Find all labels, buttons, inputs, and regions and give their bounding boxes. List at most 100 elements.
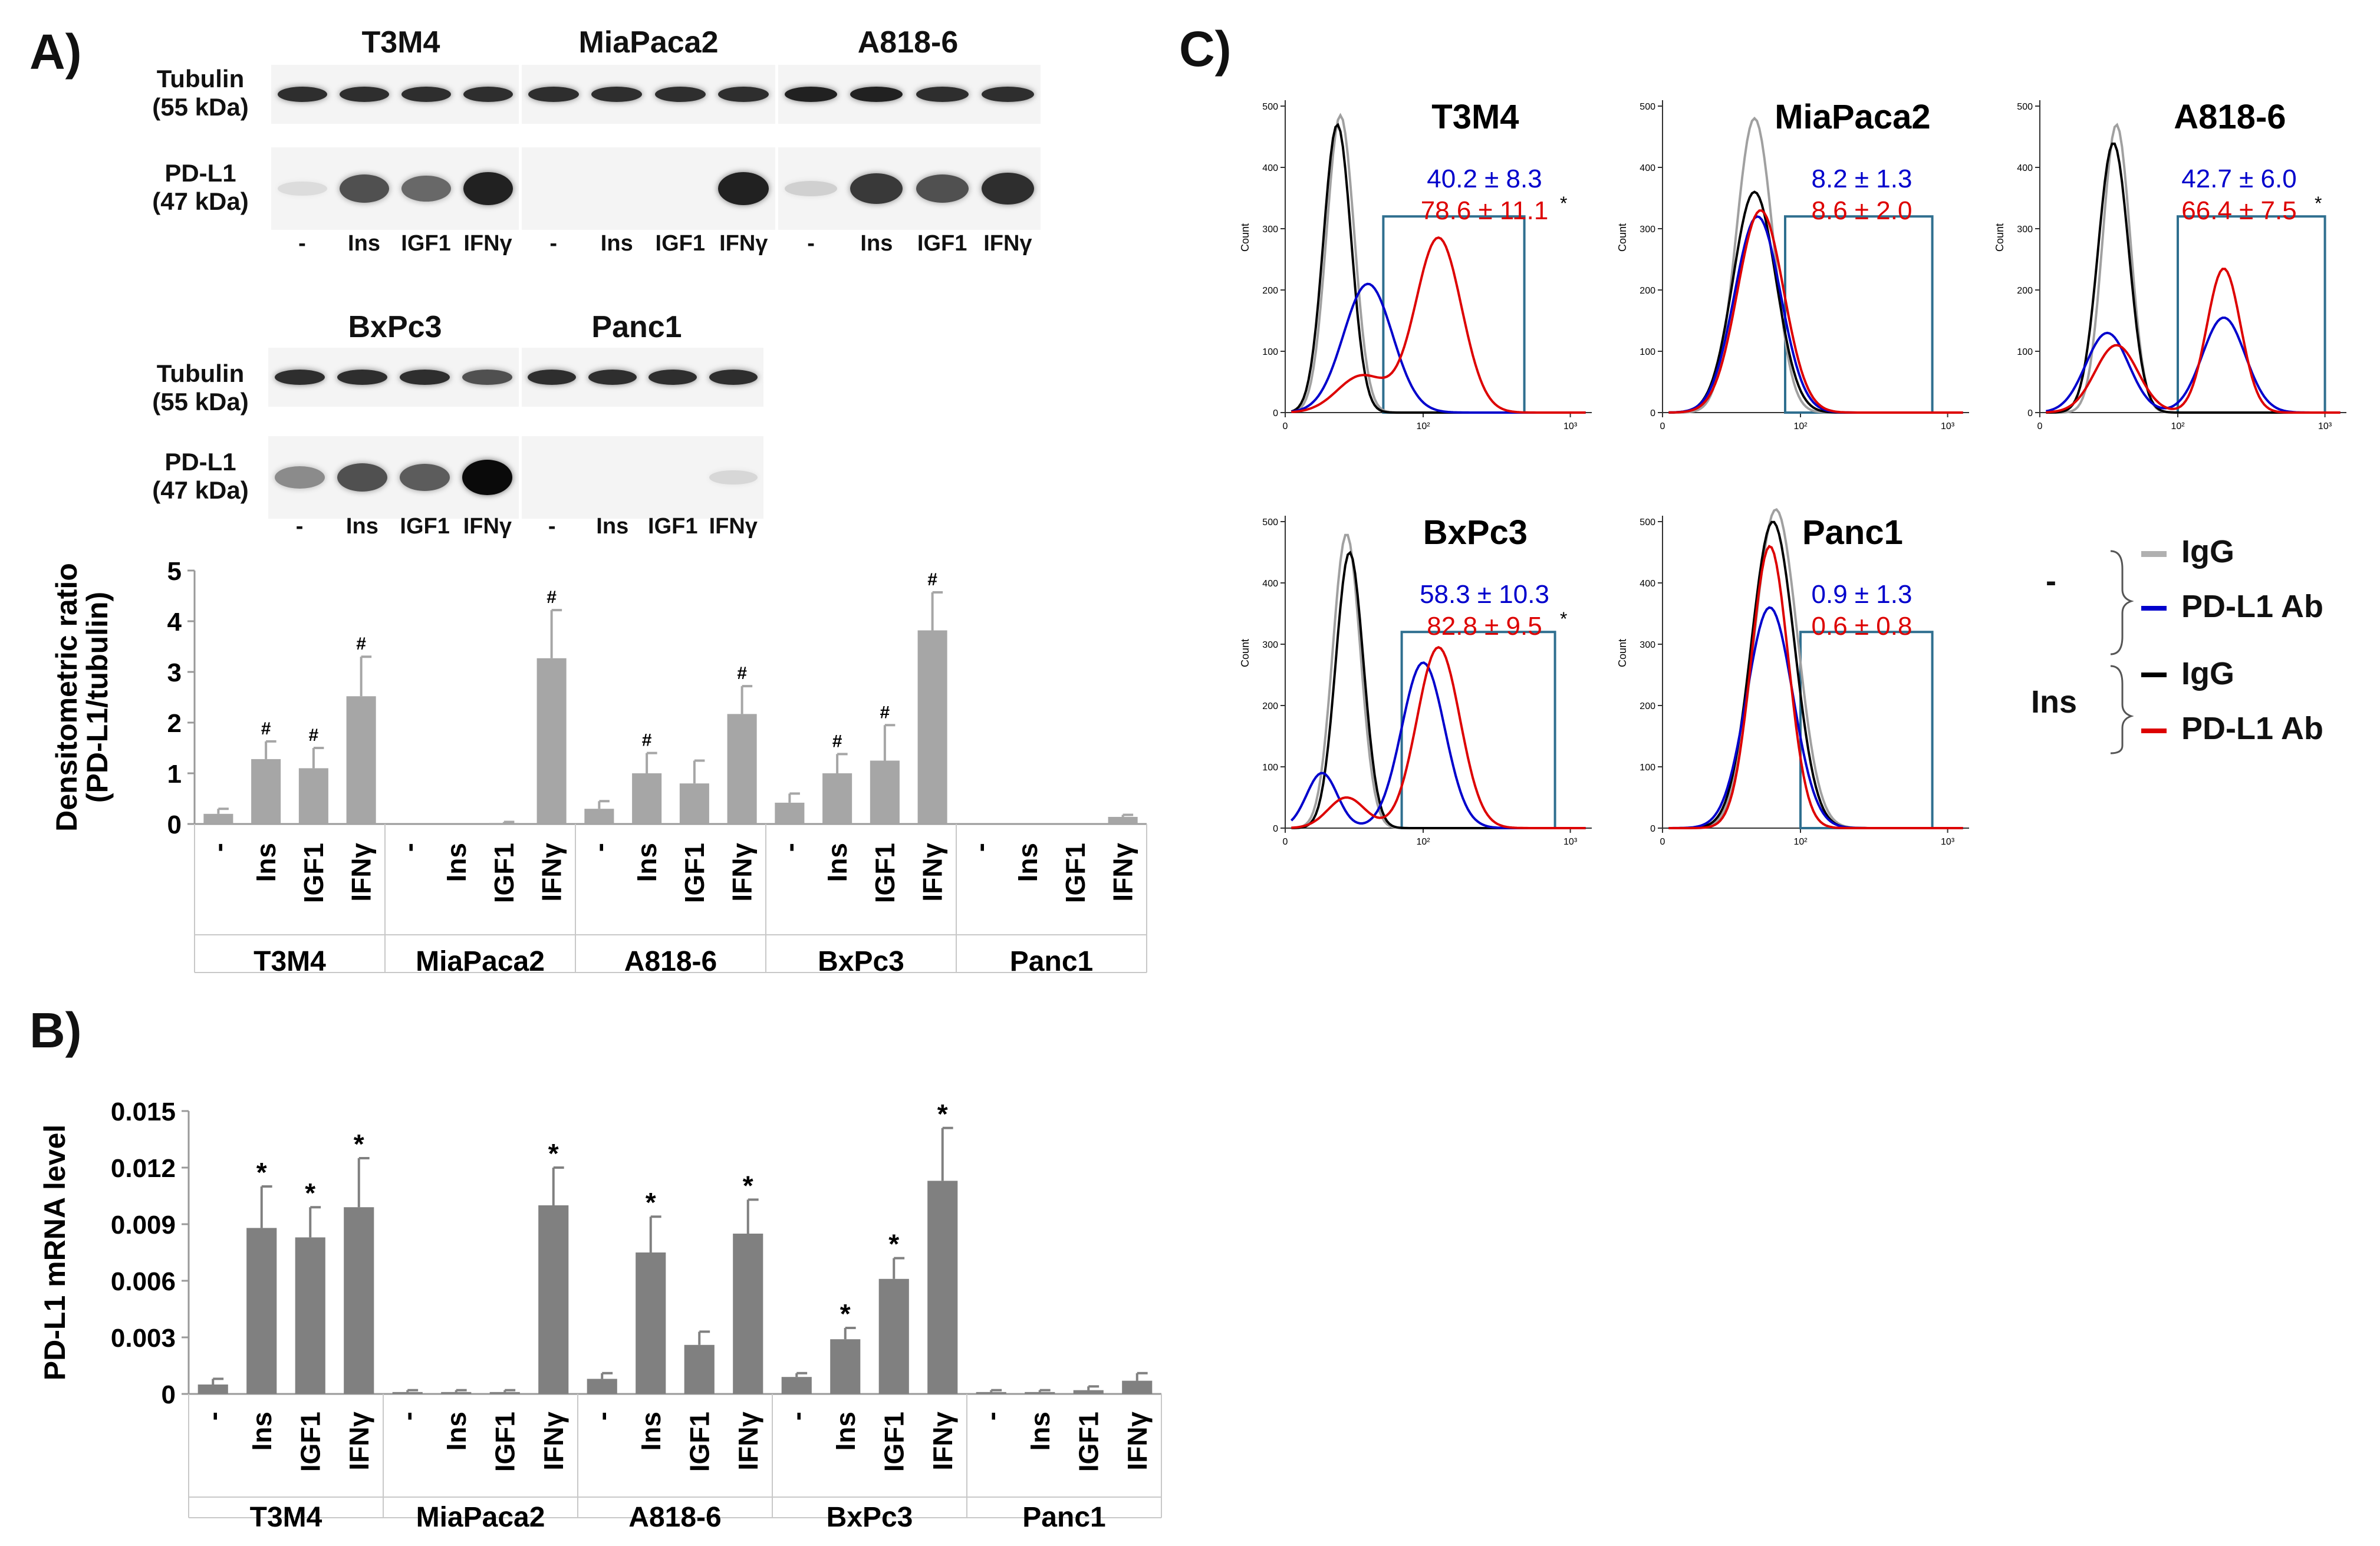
y-axis-label: Count: [1239, 223, 1251, 252]
bar: [298, 768, 328, 824]
tubulin-label: Tubulin (55 kDa): [152, 65, 249, 121]
bar: [489, 1392, 520, 1394]
significance-mark: *: [646, 1187, 656, 1218]
category-label: Ins: [1012, 843, 1043, 882]
lane-label: IGF1: [648, 514, 698, 539]
panel-a-label: A): [29, 24, 82, 80]
blot-strip: [778, 65, 1041, 124]
lane-label: IGF1: [655, 231, 705, 256]
y-tick-label: 200: [1262, 286, 1278, 296]
y-tick-label: 0.015: [111, 1097, 176, 1126]
y-tick-label: 200: [1262, 701, 1278, 711]
blot-band: [337, 370, 387, 385]
category-label: IFNγ: [733, 1412, 763, 1471]
legend-igg-control: IgG: [2181, 534, 2234, 569]
blot-band: [588, 370, 637, 385]
significance-mark: #: [356, 634, 366, 654]
y-tick-label: 0.003: [111, 1324, 176, 1353]
bar: [1108, 816, 1138, 824]
significance-mark: *: [888, 1229, 899, 1260]
blot-strip: [268, 436, 519, 519]
category-label: -: [197, 1412, 228, 1420]
category-label: IFNγ: [1122, 1412, 1153, 1471]
x-tick-label: 0: [2037, 421, 2043, 431]
blot-strip: [778, 147, 1041, 230]
y-tick-label: 300: [2017, 225, 2033, 235]
category-label: -: [774, 843, 805, 852]
category-label: IGF1: [489, 843, 519, 903]
lane-label: Ins: [348, 231, 380, 256]
legend-pdl1-control: PD-L1 Ab: [2181, 589, 2323, 624]
category-label: IFNγ: [727, 843, 758, 902]
y-axis-label: Count: [1239, 639, 1251, 667]
histogram-panel: 0 100 200 300 400 500 0 10² 10³ Count T3M4 40.2 ± 8…: [1239, 98, 1592, 431]
legend-group-insulin: Ins: [2031, 684, 2078, 720]
group-label: BxPc3: [827, 1502, 913, 1532]
histogram-panel: 0 100 200 300 400 500 0 10² 10³ Count Panc1 0.9 ± 1…: [1617, 507, 1969, 847]
x-tick-label: 0: [1283, 837, 1288, 847]
blot-band: [850, 87, 903, 102]
bar: [927, 1181, 958, 1394]
bar: [775, 802, 805, 824]
blot-strip: [522, 436, 763, 519]
blot-band: [337, 463, 387, 492]
significance-mark: *: [305, 1178, 315, 1208]
blot-band: [785, 87, 838, 102]
blot-band: [916, 174, 969, 203]
blot-band: [274, 370, 325, 385]
significance-mark: *: [840, 1298, 851, 1329]
bar: [822, 773, 852, 824]
panel-c-label: C): [1179, 21, 1232, 77]
blot-band: [709, 370, 758, 385]
blot-band: [718, 172, 769, 205]
category-label: IFNγ: [344, 1412, 374, 1471]
bar: [489, 823, 519, 824]
category-label: -: [393, 843, 424, 852]
blot-band: [463, 87, 513, 102]
category-label: IFNγ: [346, 843, 377, 902]
lane-label: IGF1: [400, 514, 450, 539]
blot-cell-title: A818-6: [857, 25, 959, 60]
y-tick-label: 400: [1262, 579, 1278, 589]
x-tick-label: 10²: [1793, 421, 1808, 431]
y-axis-label-line: PD-L1 mRNA level: [38, 1125, 71, 1380]
legend-pdl1-insulin: PD-L1 Ab: [2181, 711, 2323, 746]
lane-label: Ins: [345, 514, 378, 539]
densitometry-chart: 0 1 2 3 4 5 Densitometric ratio(PD-L1/tubulin)…: [50, 557, 1147, 977]
lane-label: IFNγ: [709, 514, 758, 539]
y-tick-label: 300: [1640, 225, 1655, 235]
histogram-panel: 0 100 200 300 400 500 0 10² 10³ Count BxPc3 58.3 ± …: [1239, 513, 1592, 847]
cell-line-title: MiaPaca2: [1775, 98, 1930, 136]
category-label: Ins: [246, 1412, 277, 1451]
bar: [246, 1228, 277, 1394]
category-label: Ins: [822, 843, 852, 882]
blot-strip: [268, 348, 519, 407]
y-tick-label: 300: [1640, 640, 1655, 650]
y-tick-label: 0.009: [111, 1211, 176, 1240]
y-tick-label: 500: [1262, 517, 1278, 528]
panel-b-label: B): [29, 1003, 82, 1058]
blot-band: [401, 176, 451, 202]
y-tick-label: 0: [162, 1380, 176, 1409]
group-label: MiaPaca2: [416, 1502, 545, 1532]
bar: [295, 1237, 325, 1394]
gate-box: [2177, 215, 2326, 414]
y-tick-label: 0: [1650, 824, 1655, 834]
x-tick-label: 10²: [1416, 421, 1430, 431]
significance-mark: *: [743, 1170, 753, 1201]
category-label: -: [584, 843, 614, 852]
control-percentage: 0.9 ± 1.3: [1812, 580, 1912, 609]
lane-label: -: [295, 514, 304, 539]
y-tick-label: 100: [1640, 347, 1655, 357]
y-tick-label: 100: [2017, 347, 2033, 357]
lane-label: IFNγ: [463, 231, 512, 256]
blot-cell-title: T3M4: [361, 25, 440, 60]
category-label: -: [587, 1412, 617, 1420]
category-label: IGF1: [684, 1412, 715, 1472]
significance-mark: #: [547, 588, 557, 607]
lane-label: IFNγ: [463, 514, 512, 539]
blot-band: [339, 87, 389, 102]
y-tick-label: 0.006: [111, 1267, 176, 1296]
y-tick-label: 100: [1640, 763, 1655, 773]
blot-band: [274, 466, 325, 489]
